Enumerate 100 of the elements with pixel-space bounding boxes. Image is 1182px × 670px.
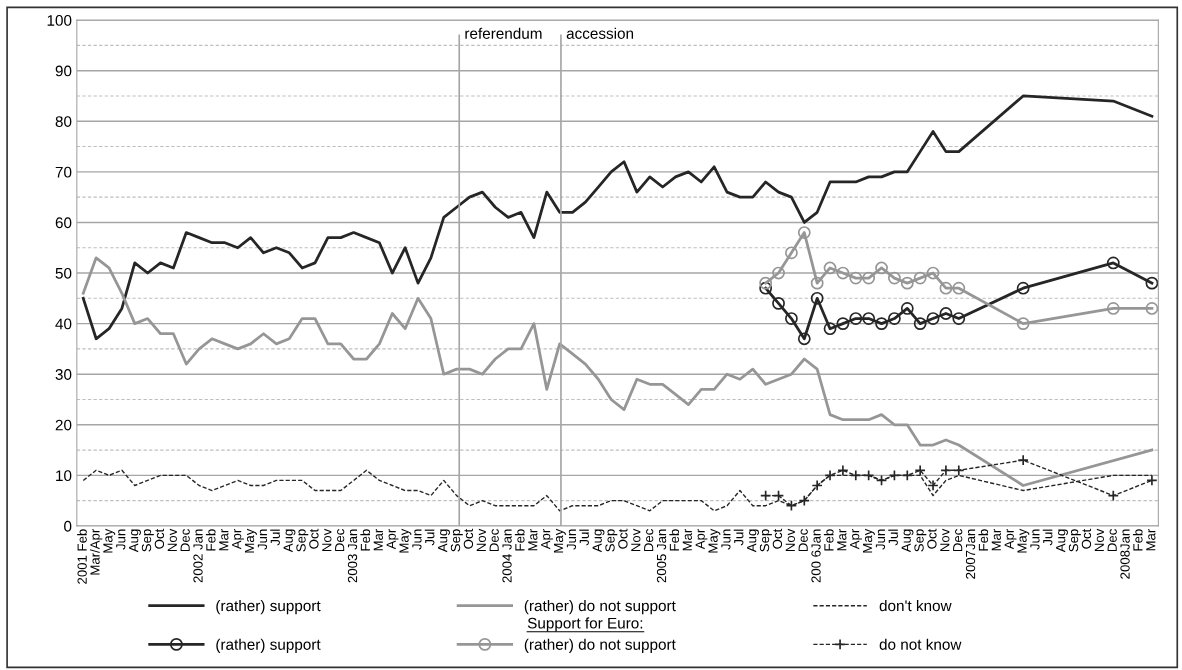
x-tick-label: 2007Jan — [965, 529, 976, 579]
x-tick-label: Sep — [141, 529, 154, 552]
x-tick-label: Dec — [180, 529, 190, 552]
legend-label: (rather) do not support — [524, 638, 676, 653]
legend-label: (rather) support — [216, 638, 321, 653]
x-tick-label: Sep — [1068, 529, 1081, 552]
x-tick-label: May — [708, 528, 721, 553]
x-tick-label: Feb — [669, 529, 680, 551]
x-tick-label: 200 6Jan — [811, 529, 821, 583]
x-tick-label: Feb — [514, 529, 525, 551]
x-tick-label: May — [103, 528, 116, 553]
x-tick-label: Aug — [1056, 529, 1068, 553]
x-tick-label: Dec — [953, 529, 963, 552]
x-tick-label: Dec — [1107, 529, 1117, 552]
x-tick-label: Jul — [1042, 529, 1053, 546]
x-tick-label: 2001 Feb — [77, 529, 87, 584]
legend-label: do not know — [879, 638, 962, 650]
x-tick-label: Nov — [785, 528, 795, 552]
x-tick-label: Mar — [219, 528, 229, 551]
y-tick-label: 80 — [55, 116, 72, 127]
x-tick-label: Oct — [309, 528, 319, 549]
x-tick-label: Feb — [1132, 529, 1143, 551]
x-tick-label: Jun — [412, 529, 422, 550]
x-tick-label: Oct — [772, 528, 783, 549]
x-tick-label: 2005 Jan — [656, 529, 667, 583]
x-tick-label: Mar — [682, 528, 692, 551]
x-tick-label: Jun — [1030, 529, 1040, 550]
x-tick-label: Mar — [991, 528, 1001, 551]
annotation: accession — [566, 27, 634, 39]
x-tick-label: 2004 Jan — [502, 529, 512, 583]
x-tick-label: 2003 Jan — [347, 529, 358, 583]
x-tick-label: May — [863, 528, 875, 553]
x-tick-label: Aug — [283, 529, 296, 553]
annotation: referendum — [465, 27, 542, 39]
y-tick-label: 40 — [55, 318, 72, 330]
y-tick-label: 60 — [55, 217, 72, 229]
x-tick-label: Sep — [450, 529, 463, 552]
x-tick-label: Jun — [566, 529, 577, 550]
x-tick-label: Dec — [644, 529, 654, 552]
x-tick-label: May — [399, 528, 412, 553]
y-tick-label: 70 — [55, 166, 72, 178]
x-tick-label: May — [244, 528, 257, 553]
x-tick-label: Oct — [927, 528, 937, 549]
x-tick-label: Oct — [1081, 528, 1092, 549]
x-tick-label: Sep — [759, 529, 772, 552]
x-tick-label: 2008Jan — [1120, 529, 1130, 579]
x-tick-label: Nov — [476, 528, 486, 552]
x-tick-label: Apr — [232, 528, 244, 550]
x-tick-label: Aug — [901, 529, 914, 553]
x-tick-label: Aug — [438, 529, 450, 553]
x-tick-label: Jun — [116, 529, 126, 550]
x-tick-label: Aug — [747, 529, 759, 553]
x-tick-label: Apr — [386, 528, 399, 550]
y-tick-label: 0 — [64, 520, 72, 532]
x-tick-label: May — [1017, 528, 1030, 553]
x-tick-label: May — [553, 528, 566, 553]
x-tick-label: Mar/Apr — [89, 528, 103, 575]
x-tick-label: Dec — [335, 529, 345, 552]
y-tick-label: 30 — [55, 369, 72, 380]
x-tick-label: Sep — [605, 529, 618, 552]
x-tick-label: Dec — [489, 529, 499, 552]
x-tick-label: Jul — [733, 529, 744, 546]
x-tick-label: Jun — [875, 529, 886, 550]
x-tick-label: 2002 Jan — [193, 529, 203, 583]
x-tick-label: Apr — [1004, 528, 1017, 550]
x-tick-label: Jul — [579, 529, 589, 546]
legend-label: don't know — [879, 599, 952, 612]
x-tick-label: Apr — [695, 528, 708, 550]
x-tick-label: Nov — [631, 528, 641, 552]
x-tick-label: Nov — [1094, 528, 1104, 552]
x-tick-label: Apr — [850, 528, 862, 550]
y-tick-label: 90 — [55, 65, 72, 77]
x-tick-label: Aug — [129, 529, 141, 553]
x-tick-label: Dec — [798, 529, 808, 552]
x-tick-label: Nov — [322, 528, 332, 552]
x-tick-label: Feb — [360, 529, 371, 551]
y-tick-label: 100 — [47, 14, 72, 26]
x-tick-label: Apr — [541, 528, 553, 550]
x-tick-label: Mar — [528, 528, 538, 551]
x-tick-label: Jun — [721, 529, 731, 550]
legend-label: (rather) support — [216, 599, 321, 615]
x-tick-label: Oct — [154, 528, 165, 549]
y-tick-label: 20 — [55, 419, 72, 431]
x-tick-label: Sep — [296, 529, 309, 552]
x-tick-label: Jul — [888, 529, 898, 546]
x-tick-label: Oct — [463, 528, 474, 549]
x-tick-label: Jul — [424, 529, 435, 546]
x-tick-label: Mar — [1146, 528, 1156, 551]
text: Support for Euro: — [527, 617, 643, 632]
y-tick-label: 10 — [56, 470, 72, 482]
x-tick-label: Sep — [914, 529, 927, 552]
x-tick-label: Mar — [837, 528, 847, 551]
x-tick-label: Nov — [940, 528, 950, 552]
x-tick-label: Feb — [978, 529, 989, 551]
x-tick-label: Aug — [592, 529, 605, 553]
x-tick-label: Feb — [205, 529, 216, 551]
x-tick-label: Jul — [270, 529, 280, 546]
y-tick-label: 50 — [55, 267, 72, 279]
x-tick-label: Oct — [618, 528, 628, 549]
legend-label: (rather) do not support — [524, 599, 676, 615]
